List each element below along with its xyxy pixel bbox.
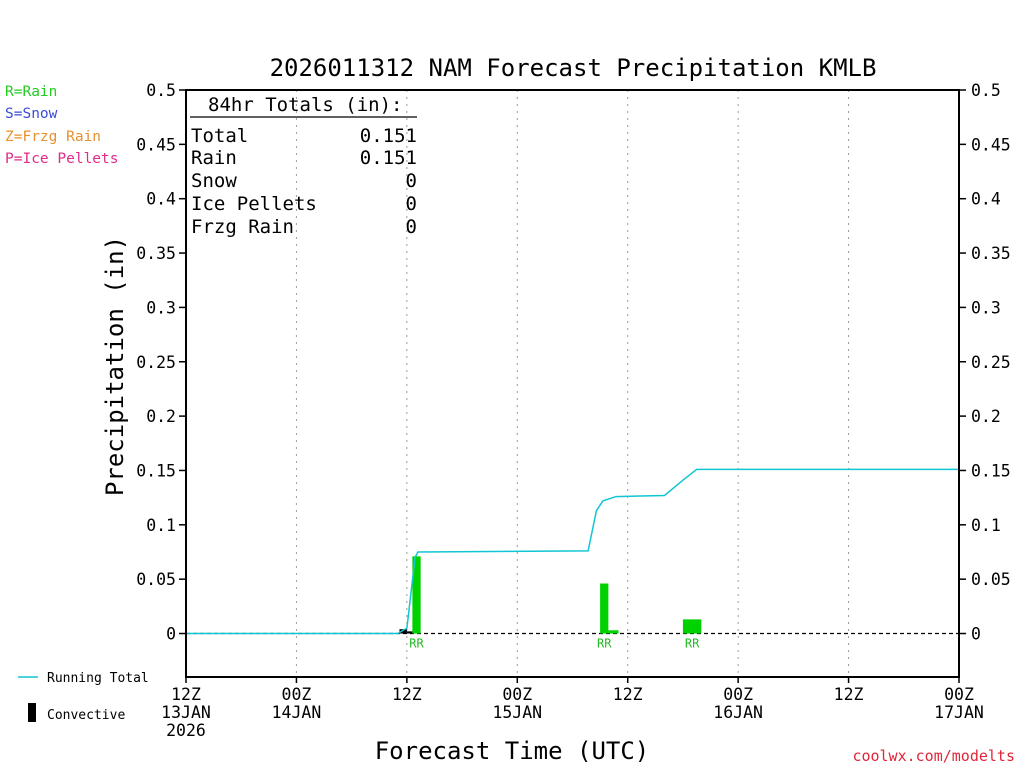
y-tick-label: 0.1 [146,516,176,535]
line-legend: Running Total Convective [18,671,149,723]
legend-ice-pellets: P=Ice Pellets [5,151,119,167]
legend-convective: Convective [47,708,125,723]
y-tick-label: 0.05 [971,570,1011,589]
x-tick-label: 16JAN [713,703,763,722]
x-tick-label: 15JAN [492,703,542,722]
chart-title: 2026011312 NAM Forecast Precipitation KM… [270,54,877,82]
x-tick-label: 00Z [944,685,974,704]
totals-label-total: Total [191,125,248,147]
plot-frame [185,89,960,678]
y-tick-label: 0.15 [971,461,1011,480]
x-tick-label: 13JAN [161,703,211,722]
y-tick-label: 0.45 [136,135,176,154]
y-tick-label: 0.45 [971,135,1011,154]
precip-type-label: RR [597,637,612,651]
totals-heading: 84hr Totals (in): [208,94,402,116]
totals-value-ice-pellets: 0 [406,193,417,215]
x-tick-label: 12Z [392,685,422,704]
precip-type-labels: RR RR RR [409,637,700,651]
legend-running-total: Running Total [47,671,149,686]
precip-type-label: RR [685,637,700,651]
y-tick-label: 0.4 [146,190,176,209]
totals-value-rain: 0.151 [360,147,417,169]
x-tick-label: 12Z [834,685,864,704]
y-axis-title: Precipitation (in) [101,236,129,496]
y-tick-label: 0 [166,625,176,644]
x-tick-label: 00Z [282,685,312,704]
precip-bar [608,630,619,634]
convective-bar [406,631,413,634]
x-tick-label: 12Z [613,685,643,704]
precip-bar [682,619,702,634]
y-tick-label: 0.15 [136,461,176,480]
y-tick-label: 0.25 [136,353,176,372]
y-tick-label: 0.2 [146,407,176,426]
totals-box: 84hr Totals (in): Total 0.151 Rain 0.151… [190,94,417,238]
totals-label-ice-pellets: Ice Pellets [191,193,317,215]
y-tick-label: 0.4 [971,190,1001,209]
legend-rain: R=Rain [5,84,57,100]
y-tick-label: 0.25 [971,353,1011,372]
convective-bars [399,629,413,634]
totals-label-snow: Snow [191,170,237,192]
precip-bar [412,556,421,634]
y-tick-label: 0.2 [971,407,1001,426]
totals-value-snow: 0 [406,170,417,192]
running-total-line [186,468,959,635]
y-tick-label: 0.5 [146,81,176,100]
legend-convective-swatch [28,703,36,722]
credit-link[interactable]: coolwx.com/modelts [852,747,1015,765]
y-tick-label: 0.1 [971,516,1001,535]
x-tick-label: 2026 [166,721,206,740]
x-tick-label: 00Z [502,685,532,704]
x-tick-label: 12Z [171,685,201,704]
x-tick-label: 14JAN [272,703,322,722]
totals-label-rain: Rain [191,147,237,169]
vertical-gridlines [295,90,850,677]
y-axis-right: 0 0.05 0.1 0.15 0.2 0.25 0.3 0.35 0.4 0.45 0.5 [959,81,1011,644]
precip-type-label: RR [409,637,424,651]
y-tick-label: 0.3 [971,298,1001,317]
y-tick-label: 0.05 [136,570,176,589]
x-tick-label: 17JAN [934,703,984,722]
y-tick-label: 0.5 [971,81,1001,100]
totals-value-total: 0.151 [360,125,417,147]
totals-label-frzg-rain: Frzg Rain [191,216,294,238]
legend-snow: S=Snow [5,106,58,122]
y-tick-label: 0 [971,625,981,644]
x-tick-label: 00Z [723,685,753,704]
convective-bar [399,629,407,634]
legend-freezing-rain: Z=Frzg Rain [5,129,101,145]
y-tick-label: 0.3 [146,298,176,317]
y-axis-left: 0 0.05 0.1 0.15 0.2 0.25 0.3 0.35 0.4 0.45 0.5 [136,81,186,644]
precip-bar [600,583,609,634]
y-tick-label: 0.35 [136,244,176,263]
x-axis-title: Forecast Time (UTC) [375,737,650,765]
y-tick-label: 0.35 [971,244,1011,263]
precipitation-bars [412,556,702,634]
type-legend: R=Rain S=Snow Z=Frzg Rain P=Ice Pellets [5,84,119,167]
totals-value-frzg-rain: 0 [406,216,417,238]
